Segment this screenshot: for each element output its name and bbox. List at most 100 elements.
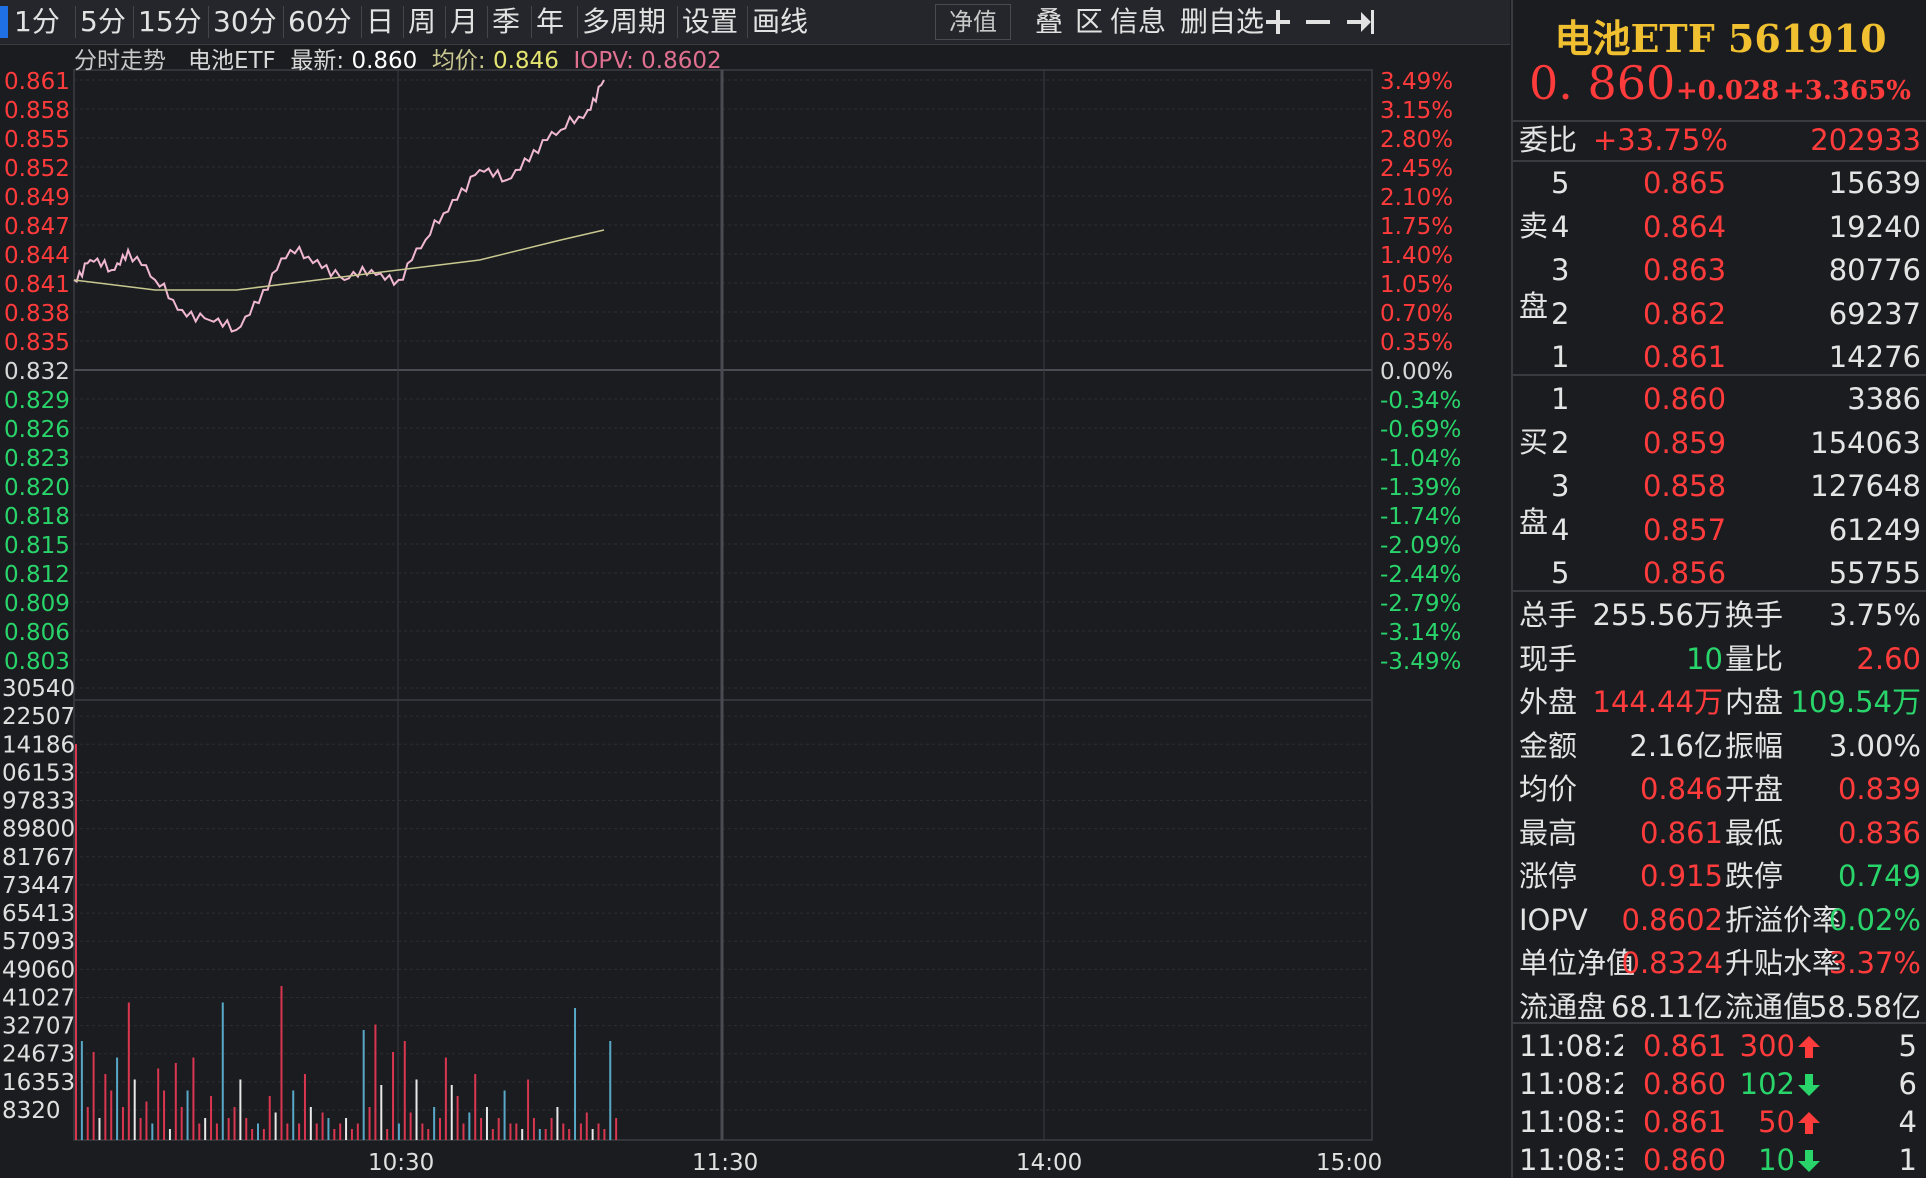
divider (1513, 374, 1926, 376)
pct-tick-label: -1.74% (1380, 504, 1461, 530)
divider (1513, 160, 1926, 162)
price-tick-label: 0.812 (4, 562, 70, 588)
toolbar-item-3[interactable]: 删自选 (1180, 5, 1265, 38)
period-tab-5[interactable]: 日 (366, 5, 395, 38)
iopv-label: IOPV: (573, 48, 634, 74)
net-value-button[interactable]: 净值 (935, 4, 1011, 40)
stat-label: 流通盘 (1519, 989, 1607, 1024)
asks-volume: 14276 (1828, 340, 1921, 374)
bids-price: 0.860 (1643, 382, 1727, 416)
stat-value: 0.839 (1837, 772, 1921, 806)
bids-level: 5 (1551, 556, 1570, 590)
period-tab-8[interactable]: 季 (492, 5, 521, 38)
bids-level: 4 (1551, 512, 1570, 547)
period-tab-1[interactable]: 5分 (80, 5, 126, 38)
bids-volume: 3386 (1847, 382, 1921, 416)
toolbar-separator (677, 6, 678, 38)
price-tick-label: 0.826 (4, 417, 70, 443)
toolbar-item-0[interactable]: 叠 (1035, 5, 1064, 38)
chart-type-label: 分时走势 (74, 48, 166, 74)
tick-price: 0.860 (1643, 1143, 1727, 1177)
collapse-right-icon[interactable] (1345, 0, 1375, 44)
time-axis-label: 10:30 (368, 1150, 434, 1176)
toolbar-item-1[interactable]: 区 (1075, 5, 1104, 38)
bids-level: 3 (1551, 469, 1570, 503)
period-tab-2[interactable]: 15分 (138, 5, 202, 38)
price-tick-label: 0.815 (4, 533, 70, 559)
period-tab-10[interactable]: 多周期 (582, 5, 667, 38)
sell-side-label-2: 盘 (1519, 289, 1549, 323)
stat-value: 3.37% (1828, 946, 1921, 980)
period-tab-3[interactable]: 30分 (213, 5, 277, 38)
tick-volume: 102 (1739, 1067, 1795, 1101)
tick-time: 11:08:31 (1519, 1105, 1623, 1139)
arrow-up-icon (1797, 1034, 1821, 1064)
period-tab-9[interactable]: 年 (536, 5, 565, 38)
pct-tick-label: 3.49% (1380, 69, 1453, 95)
volume-tick-label: 06153 (2, 760, 75, 786)
pct-tick-label: 2.10% (1380, 185, 1453, 211)
volume-tick-label: 65413 (2, 901, 75, 927)
buy-side-label-2: 盘 (1519, 505, 1549, 539)
iopv-value: 0.8602 (641, 48, 722, 74)
stat-label: 流通值 (1725, 989, 1813, 1024)
period-tab-6[interactable]: 周 (408, 5, 437, 38)
pct-tick-label: -1.04% (1380, 446, 1461, 472)
asks-price: 0.863 (1643, 253, 1727, 287)
volume-tick-label: 73447 (2, 873, 75, 899)
period-tab-11[interactable]: 设置 (682, 5, 739, 38)
stat-label: 外盘 (1519, 685, 1578, 719)
price-tick-label: 0.806 (4, 620, 70, 646)
asks-level: 5 (1551, 166, 1570, 200)
volume-tick-label: 49060 (2, 957, 75, 983)
stat-label: 跌停 (1725, 859, 1784, 893)
volume-tick-label: 41027 (2, 985, 75, 1011)
asks-price: 0.864 (1643, 209, 1727, 244)
stat-label: IOPV (1519, 902, 1588, 937)
period-tab-4[interactable]: 60分 (288, 5, 352, 38)
pct-tick-label: 1.05% (1380, 272, 1453, 298)
bids-price: 0.856 (1643, 556, 1727, 590)
stat-label: 金额 (1519, 728, 1578, 763)
toolbar-separator (283, 6, 284, 38)
chart-info-line: 分时走势 电池ETF 最新: 0.860 均价: 0.846 IOPV: 0.8… (74, 45, 722, 77)
security-title: 电池ETF 561910 (1554, 16, 1887, 61)
time-axis-label: 14:00 (1016, 1150, 1082, 1176)
security-name: 电池ETF (187, 48, 276, 74)
asks-price: 0.861 (1643, 340, 1727, 374)
stat-label: 现手 (1519, 641, 1578, 676)
volume-tick-label: 32707 (2, 1014, 75, 1040)
tick-volume: 50 (1758, 1105, 1795, 1139)
asks-volume: 19240 (1828, 209, 1921, 244)
toolbar-separator (747, 6, 748, 38)
stat-value: 2.60 (1856, 641, 1921, 676)
price-tick-label: 0.849 (4, 185, 70, 211)
pct-tick-label: -2.44% (1380, 562, 1461, 588)
latest-label: 最新: (290, 48, 345, 74)
toolbar-item-2[interactable]: 信息 (1110, 5, 1167, 38)
stat-label: 涨停 (1519, 859, 1578, 893)
period-tab-7[interactable]: 月 (450, 5, 479, 38)
price-tick-label: 0.855 (4, 127, 70, 153)
chart-canvas[interactable]: 0.861 0.858 0.855 0.852 0.849 0.847 0.844 0.841… (0, 45, 1510, 1178)
pct-tick-label: -0.34% (1380, 388, 1461, 414)
intraday-chart[interactable]: 0.861 0.858 0.855 0.852 0.849 0.847 0.844 0.841… (0, 45, 1510, 1178)
price-change-pct: +3.365% (1783, 76, 1911, 106)
minus-icon[interactable] (1305, 0, 1331, 44)
stat-value: 0.846 (1639, 772, 1723, 806)
stat-label: 最低 (1725, 815, 1784, 850)
arrow-down-icon (1797, 1072, 1821, 1102)
stat-value: 10 (1686, 641, 1723, 676)
period-toolbar: 1分 5分 15分 30分 60分日周月季年多周期 设置 画线 净值 叠区信息 删自选 (0, 0, 1510, 45)
divider (1513, 590, 1926, 592)
stat-value: 2.16亿 (1629, 728, 1723, 763)
pct-tick-label: 2.45% (1380, 156, 1453, 182)
stat-label: 总手 (1519, 598, 1578, 632)
price-tick-label: 0.844 (4, 243, 70, 269)
period-tab-0[interactable]: 1分 (14, 5, 60, 38)
avg-price-line (73, 229, 605, 291)
stat-label: 均价 (1519, 772, 1578, 806)
period-tab-12[interactable]: 画线 (752, 5, 809, 38)
pct-tick-label: 2.80% (1380, 127, 1453, 153)
plus-icon[interactable] (1265, 0, 1291, 44)
